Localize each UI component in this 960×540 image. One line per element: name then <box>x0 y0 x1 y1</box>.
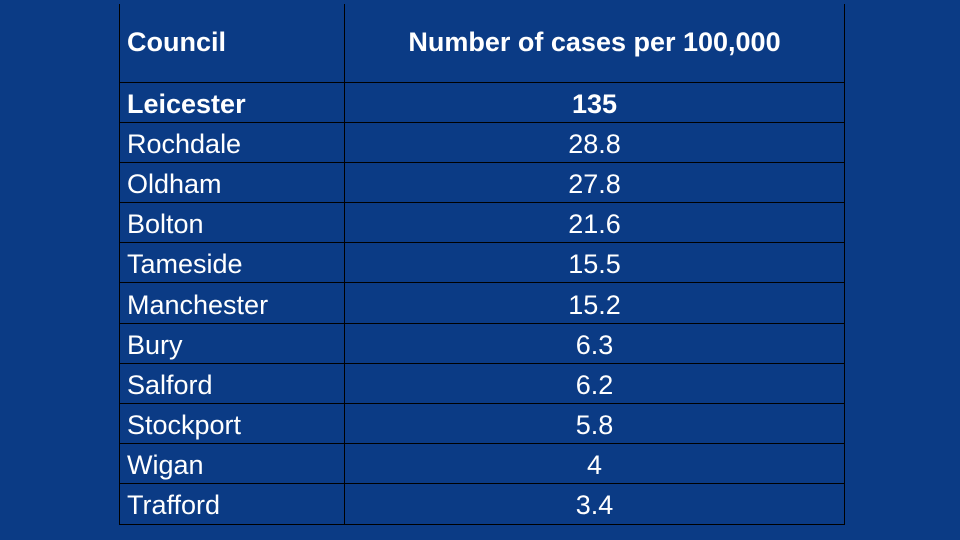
column-header-cases: Number of cases per 100,000 <box>344 4 845 83</box>
council-cell: Salford <box>119 362 345 405</box>
table-row: Tameside 15.5 <box>119 242 845 284</box>
table-row: Trafford 3.4 <box>119 483 845 525</box>
council-cell: Trafford <box>119 483 345 525</box>
table-row: Rochdale 28.8 <box>119 121 845 163</box>
table-row: Stockport 5.8 <box>119 402 845 445</box>
table-row: Manchester 15.2 <box>119 282 845 324</box>
table-row: Leicester 135 <box>119 81 845 123</box>
cases-value-cell: 27.8 <box>344 161 845 204</box>
cases-table: Council Number of cases per 100,000 Leic… <box>119 4 845 525</box>
table-body: Leicester 135 Rochdale 28.8 Oldham 27.8 Bolton… <box>119 81 845 525</box>
cases-value-cell: 5.8 <box>344 402 845 445</box>
cases-value-cell: 4 <box>344 443 845 485</box>
cases-value-cell: 6.3 <box>344 322 845 364</box>
council-cell: Stockport <box>119 402 345 445</box>
council-cell: Oldham <box>119 161 345 204</box>
council-cell: Bury <box>119 322 345 364</box>
cases-value-cell: 15.5 <box>344 242 845 284</box>
cases-value-cell: 135 <box>344 81 845 123</box>
table-row: Wigan 4 <box>119 443 845 485</box>
council-cell: Manchester <box>119 282 345 324</box>
council-cell: Rochdale <box>119 121 345 163</box>
table-row: Oldham 27.8 <box>119 161 845 204</box>
cases-value-cell: 3.4 <box>344 483 845 525</box>
table-row: Salford 6.2 <box>119 362 845 405</box>
cases-value-cell: 28.8 <box>344 121 845 163</box>
cases-value-cell: 21.6 <box>344 202 845 244</box>
council-cell: Tameside <box>119 242 345 284</box>
table-row: Bury 6.3 <box>119 322 845 364</box>
council-cell: Leicester <box>119 81 345 123</box>
cases-value-cell: 15.2 <box>344 282 845 324</box>
header-row: Council Number of cases per 100,000 <box>119 4 845 83</box>
cases-value-cell: 6.2 <box>344 362 845 405</box>
council-cell: Bolton <box>119 202 345 244</box>
council-cell: Wigan <box>119 443 345 485</box>
table-row: Bolton 21.6 <box>119 202 845 244</box>
column-header-council: Council <box>119 4 345 83</box>
